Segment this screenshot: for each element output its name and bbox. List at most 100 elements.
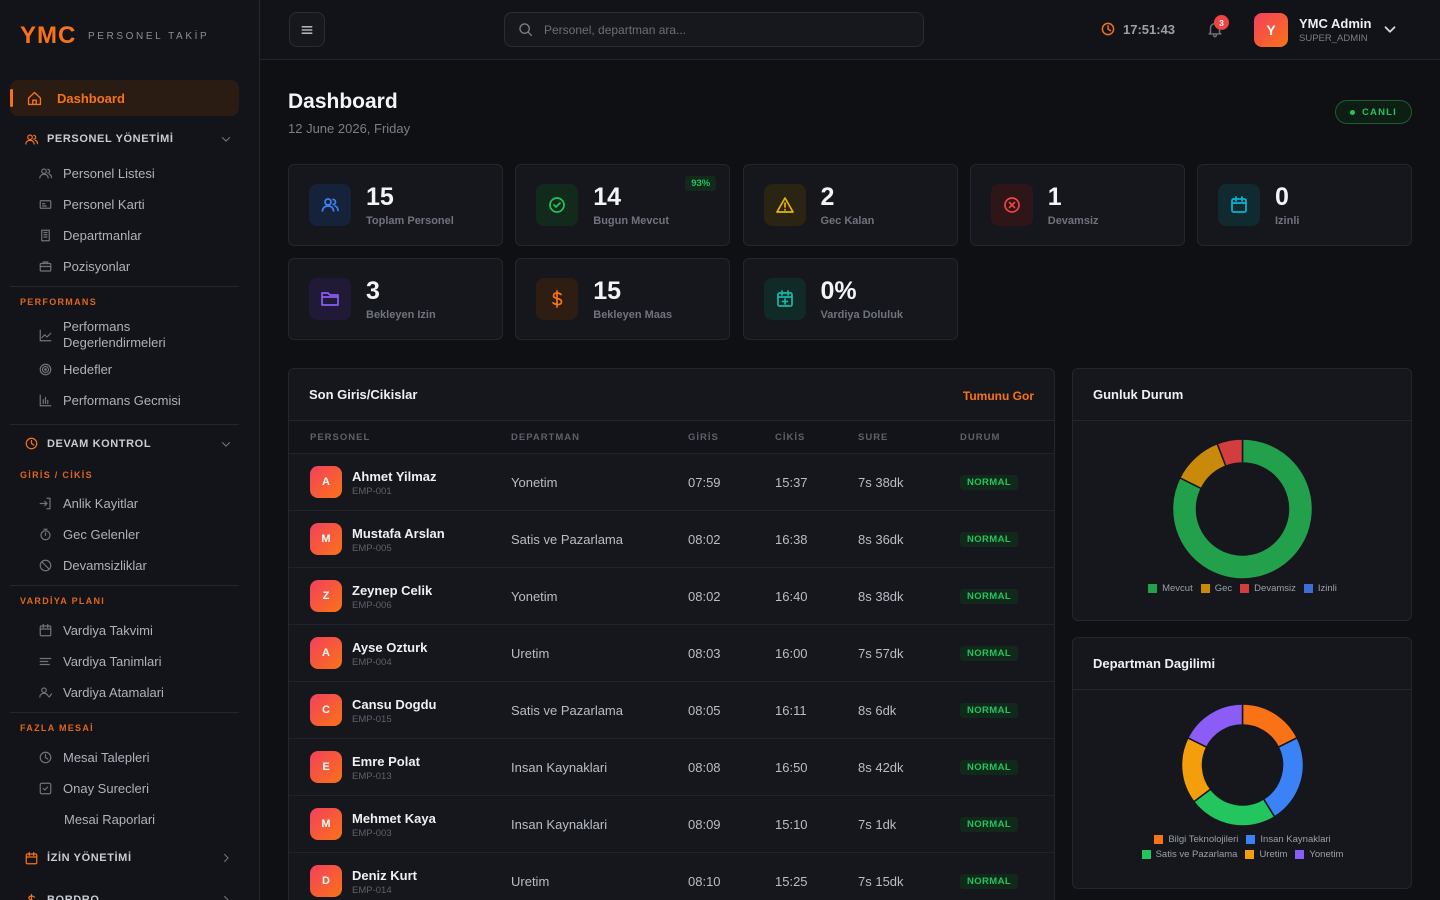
icon-shape [221,137,231,142]
icon-shape [39,782,52,795]
nav-group[interactable]: DEVAM KONTROL [10,424,239,462]
icon-shape [39,329,52,341]
icon-shape [41,687,47,694]
nav-group[interactable]: BORDRO [10,881,239,900]
nav-item[interactable]: Onay Surecleri [10,773,239,804]
cell-department: Yonetim [511,589,558,604]
table-row[interactable]: Z Zeynep Celik EMP-006 Yonetim 08:02 16:40 8s … [289,567,1054,624]
table-row[interactable]: E Emre Polat EMP-013 Insan Kaynaklari 08:08 1… [289,738,1054,795]
icon-shape [27,91,42,105]
icon [39,394,52,407]
stat-icon [536,278,579,320]
brand-subtitle: PERSONEL TAKİP [88,31,210,42]
icon [552,290,563,308]
stat-label: Devamsiz [1047,215,1099,227]
stat-icon [309,278,351,320]
notification-bell[interactable]: 3 [1206,15,1229,40]
legend-swatch [1303,584,1313,593]
nav-item[interactable]: Mesai Raporlari [10,804,239,835]
row-avatar: E [310,751,342,783]
user-avatar[interactable]: Y [1254,13,1288,47]
donut-segment [1262,736,1305,818]
stat-icon [763,278,806,320]
icon-shape [39,497,51,510]
nav-item[interactable]: Performans Degerlendirmeleri [10,316,239,354]
stat-label: Gec Kalan [820,215,875,227]
search-box[interactable]: Personel, departman ara... [504,12,924,47]
view-all-link[interactable]: Tumunu Gor [962,389,1034,403]
stat-card: 0 Izinli [1197,164,1412,246]
nav-label: Vardiya Takvimi [63,623,153,638]
user-menu-toggle[interactable] [1381,20,1399,43]
nav-item[interactable]: Performans Gecmisi [10,385,239,416]
column-header: DURUM [960,432,1001,443]
legend-swatch [1295,850,1305,859]
icon-shape [553,202,562,208]
icon [28,893,36,900]
icon-shape [25,437,38,450]
nav-item[interactable]: Vardiya Takvimi [10,615,239,646]
table-row[interactable]: C Cansu Dogdu EMP-015 Satis ve Pazarlama 08:… [289,681,1054,738]
legend-swatch [1154,835,1164,844]
search-placeholder: Personel, departman ara... [544,22,687,37]
icon-shape [47,168,53,179]
nav-item[interactable]: Personel Karti [10,189,239,220]
table-row[interactable]: M Mustafa Arslan EMP-005 Satis ve Pazarlama… [289,510,1054,567]
nav-item[interactable]: Departmanlar [10,220,239,251]
nav-item[interactable]: Personel Listesi [10,158,239,189]
legend-item: Mevcut [1148,583,1193,594]
icon-shape [41,365,50,374]
icon [25,851,38,864]
nav-group[interactable]: PERSONEL YÖNETİMİ [10,120,239,158]
icon [1101,22,1115,36]
nav-label: Dashboard [57,90,125,106]
nav-item[interactable]: Gec Gelenler [10,519,239,550]
status-badge: NORMAL [960,703,1019,718]
notification-count: 3 [1214,15,1229,30]
table-row[interactable]: D Deniz Kurt EMP-014 Uretim 08:10 15:25 7s 15d… [289,852,1054,900]
nav-item[interactable]: Anlik Kayitlar [10,488,239,519]
menu-button[interactable] [289,12,325,47]
status-badge: NORMAL [960,817,1019,832]
cell-out: 16:11 [775,703,807,718]
table-row[interactable]: M Mehmet Kaya EMP-003 Insan Kaynaklari 08:09… [289,795,1054,852]
icon-shape [324,198,332,206]
icon-shape [39,692,53,698]
nav-item[interactable]: Vardiya Tanimlari [10,646,239,677]
table-row[interactable]: A Ahmet Yilmaz EMP-001 Yonetim 07:59 15:37 7s … [289,453,1054,510]
icon-shape [552,290,563,308]
nav-label: Departmanlar [63,228,142,243]
cell-duration: 8s 38dk [858,589,904,604]
icon [39,261,52,272]
cell-duration: 8s 6dk [858,703,897,718]
nav-item[interactable]: Mesai Talepleri [10,742,239,773]
nav-label: Performans Gecmisi [63,393,181,408]
nav-item[interactable]: Hedefler [10,354,239,385]
icon [39,751,52,764]
live-label: CANLI [1361,106,1398,118]
nav-group[interactable]: İZİN YÖNETİMİ [10,839,239,877]
stat-card: 14 Bugun Mevcut 93% [515,164,731,246]
panel-title: Gunluk Durum [1093,387,1184,402]
icon-shape [1003,197,1020,213]
icon-shape [1101,22,1115,36]
nav-label: Gec Gelenler [63,527,140,542]
cell-department: Uretim [511,874,550,889]
icon-shape [221,441,231,447]
nav-item[interactable]: Devamsizliklar [10,550,239,581]
donut-segment [1178,442,1227,490]
icon-shape [41,203,47,207]
legend-label: Devamsiz [1254,583,1296,594]
nav-label: Personel Listesi [63,166,155,181]
stat-card: 15 Bekleyen Maas [515,258,731,340]
nav-item-active[interactable]: Dashboard [10,80,239,116]
stat-value: 15 [366,183,394,211]
column-header: DEPARTMAN [511,432,580,443]
nav-item[interactable]: Vardiya Atamalari [10,677,239,708]
nav-item[interactable]: Pozisyonlar [10,251,239,282]
table-row[interactable]: A Ayse Ozturk EMP-004 Uretim 08:03 16:00 7s 57… [289,624,1054,681]
donut-chart [1180,703,1305,827]
icon [39,623,52,637]
status-badge: NORMAL [960,475,1019,490]
